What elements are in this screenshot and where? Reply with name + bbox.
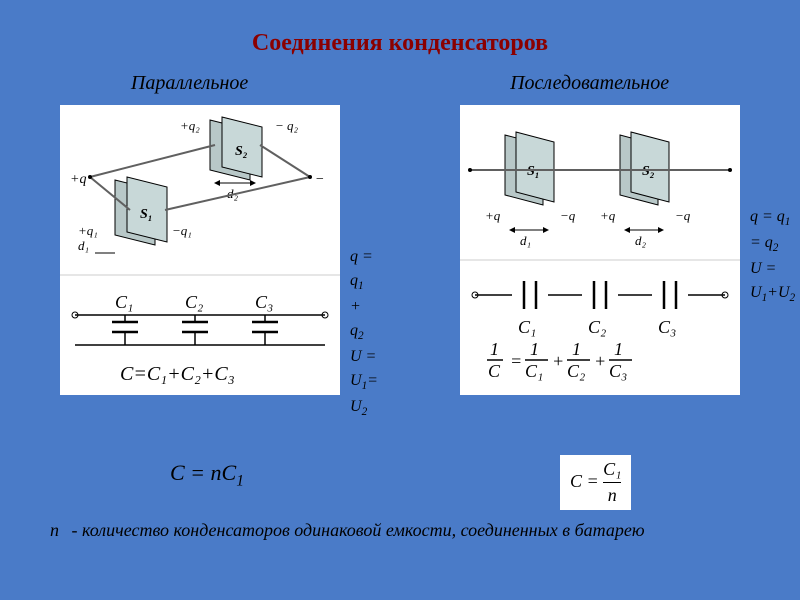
svg-text:−q₁: −q₁ [172,223,192,238]
svg-text:C: C [488,361,501,381]
svg-text:C₂: C₂ [185,292,203,312]
parallel-sum-formula: C=C₁+C₂+C₃ [120,363,235,385]
series-wrapper: S₁ S₂ +q −q +q −q d₁ d₂ [460,105,740,395]
eq-u-parallel: U = U1= U2 [350,345,378,421]
parallel-n-formula: C = nC1 [170,460,244,490]
svg-text:C₁: C₁ [518,317,536,337]
subtitle-series: Последовательное [510,72,669,95]
svg-text:C₂: C₂ [588,317,606,337]
svg-text:C₃: C₃ [609,361,627,381]
eq-q-parallel: q = q1 + q2 [350,245,378,345]
svg-text:d₁: d₁ [78,238,89,253]
label-q2minus: − q₂ [275,118,299,133]
footnote: n - количество конденсаторов одинаковой … [50,520,645,541]
footnote-n: n [50,520,59,540]
svg-text:d₁: d₁ [520,233,531,248]
footnote-text: - количество конденсаторов одинаковой ем… [72,520,645,540]
subtitle-parallel: Параллельное [131,72,248,95]
svg-text:1: 1 [530,339,539,359]
svg-text:d₂: d₂ [635,233,647,248]
svg-text:=: = [510,351,522,371]
svg-text:+q₁: +q₁ [78,223,98,238]
svg-text:1: 1 [614,339,623,359]
diagrams-row: S₂ +q₂ − q₂ d₂ S₁ +q₁ −q₁ d₁ +q [0,105,800,395]
svg-text:S₂: S₂ [235,144,248,159]
svg-text:C₁: C₁ [525,361,543,381]
svg-text:+q: +q [600,208,616,223]
svg-text:+: + [552,351,564,371]
svg-text:−q: −q [560,208,576,223]
svg-text:+q: +q [485,208,501,223]
label-q2plus: +q₂ [180,118,200,133]
series-n-formula: C = C₁ n [560,455,631,510]
svg-text:1: 1 [490,339,499,359]
eq-u-series: U = U1+U2 [750,257,795,307]
svg-text:+: + [594,351,606,371]
parallel-equations: q = q1 + q2 U = U1= U2 [350,245,378,421]
parallel-wrapper: S₂ +q₂ − q₂ d₂ S₁ +q₁ −q₁ d₁ +q [60,105,340,395]
series-diagram: S₁ S₂ +q −q +q −q d₁ d₂ [460,105,740,395]
parallel-diagram: S₂ +q₂ − q₂ d₂ S₁ +q₁ −q₁ d₁ +q [60,105,340,395]
svg-text:−: − [315,172,324,187]
svg-text:1: 1 [572,339,581,359]
main-title: Соединения конденсаторов [0,0,800,57]
subtitle-row: Параллельное Последовательное [0,72,800,95]
svg-text:C₃: C₃ [658,317,676,337]
svg-text:+q: +q [70,172,86,187]
parallel-svg: S₂ +q₂ − q₂ d₂ S₁ +q₁ −q₁ d₁ +q [60,105,340,395]
eq-q-series: q = q1 = q2 [750,205,795,257]
svg-text:C₂: C₂ [567,361,585,381]
series-svg: S₁ S₂ +q −q +q −q d₁ d₂ [460,105,740,395]
series-equations: q = q1 = q2 U = U1+U2 [750,205,795,307]
svg-text:S₁: S₁ [140,207,153,222]
svg-text:C₃: C₃ [255,292,273,312]
svg-text:S₂: S₂ [642,164,655,179]
svg-text:C₁: C₁ [115,292,133,312]
svg-text:S₁: S₁ [527,164,540,179]
svg-text:−q: −q [675,208,691,223]
